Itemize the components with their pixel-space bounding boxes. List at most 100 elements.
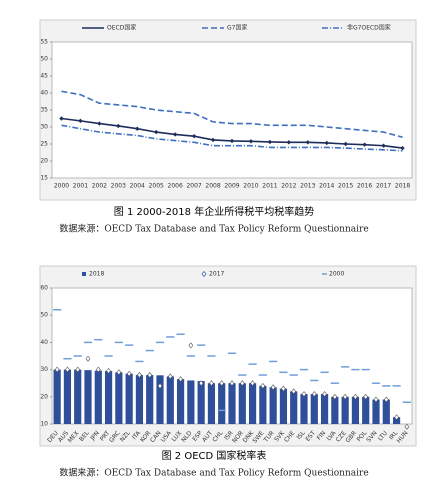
marker-2017 xyxy=(332,393,338,400)
bar xyxy=(269,387,277,424)
y-tick-label: 55 xyxy=(40,39,48,46)
bar xyxy=(290,391,298,424)
bar xyxy=(84,370,92,424)
bar xyxy=(372,399,380,424)
x-tick-label: 2006 xyxy=(168,183,183,190)
y-tick-label: 35 xyxy=(40,107,48,114)
bar xyxy=(53,369,61,424)
y-tick-label: 30 xyxy=(40,124,48,131)
marker-2017 xyxy=(270,384,276,391)
marker-2017 xyxy=(137,372,142,379)
marker-2017 xyxy=(54,366,60,373)
x-tick-label: 2001 xyxy=(73,183,88,190)
marker-2017 xyxy=(188,342,194,349)
y-tick-label: 50 xyxy=(40,56,48,63)
legend-swatch xyxy=(201,270,207,278)
marker-2017 xyxy=(106,367,111,374)
bar xyxy=(146,375,154,424)
point xyxy=(97,121,102,126)
marker-2017 xyxy=(342,393,348,400)
source-note: 数据来源：OECD Tax Database and Tax Policy Re… xyxy=(59,467,368,479)
marker-2017 xyxy=(65,366,70,373)
x-tick-label: 2011 xyxy=(262,183,277,190)
bar xyxy=(156,375,164,424)
marker-2017 xyxy=(198,380,204,387)
point xyxy=(191,133,197,139)
x-tick-label: 2015 xyxy=(338,183,353,190)
marker-2017 xyxy=(383,396,389,403)
bar xyxy=(228,383,236,424)
legend-swatch xyxy=(82,272,86,276)
bar xyxy=(259,385,267,424)
x-tick-label: 2013 xyxy=(300,183,315,190)
x-tick-label: FIN xyxy=(316,430,328,442)
point xyxy=(116,123,121,129)
bar xyxy=(166,376,174,424)
x-tick-label: 2005 xyxy=(149,183,164,190)
y-tick-label: 25 xyxy=(40,141,48,148)
y-tick-label: 60 xyxy=(40,285,48,292)
bar xyxy=(362,396,370,424)
chart-title: 图 1 2000-2018 年企业所得税平均税率趋势 xyxy=(114,205,314,218)
x-tick-label: 2003 xyxy=(111,183,126,190)
x-tick-label: IRL xyxy=(388,429,400,441)
marker-2017 xyxy=(239,380,245,387)
bar xyxy=(218,383,226,424)
bar xyxy=(341,396,349,424)
marker-2017 xyxy=(404,423,410,430)
legend-label: 2000 xyxy=(329,271,344,278)
marker-2017 xyxy=(394,414,399,421)
x-tick-label: 2017 xyxy=(376,183,391,190)
chart-title: 图 2 OECD 国家税率表 xyxy=(162,449,267,462)
y-tick-label: 45 xyxy=(40,73,48,80)
y-tick-label: 20 xyxy=(40,393,48,400)
bar xyxy=(392,417,401,424)
point xyxy=(343,141,348,147)
x-tick-label: 2008 xyxy=(205,183,220,190)
point xyxy=(135,126,140,131)
bar xyxy=(300,394,308,424)
marker-2017 xyxy=(250,380,255,387)
marker-2017 xyxy=(75,366,81,373)
bar xyxy=(63,369,72,424)
x-tick-label: 2009 xyxy=(224,183,239,190)
bar xyxy=(115,372,123,424)
point xyxy=(59,116,64,121)
y-tick-label: 30 xyxy=(40,366,48,373)
x-tick-label: 2004 xyxy=(130,183,145,190)
plot-area xyxy=(51,41,413,179)
marker-2017 xyxy=(219,380,225,387)
point xyxy=(305,140,310,145)
x-tick-label: 2014 xyxy=(319,183,334,190)
bar xyxy=(94,370,102,424)
bar xyxy=(310,394,318,424)
point xyxy=(286,140,292,145)
legend-label: G7国家 xyxy=(227,24,247,32)
marker-2017 xyxy=(85,355,91,362)
marker-2017 xyxy=(373,396,379,403)
bar xyxy=(351,396,360,424)
point xyxy=(267,139,273,145)
x-tick-label: 2000 xyxy=(54,183,69,190)
bar xyxy=(197,381,205,424)
marker-2017 xyxy=(157,382,163,389)
point xyxy=(229,138,235,144)
bar xyxy=(125,373,133,424)
marker-2017 xyxy=(167,373,173,380)
marker-2017 xyxy=(322,391,327,398)
y-tick-label: 10 xyxy=(40,421,48,428)
source-note: 数据来源：OECD Tax Database and Tax Policy Re… xyxy=(59,223,368,235)
marker-2017 xyxy=(178,376,183,383)
bar xyxy=(74,369,82,424)
marker-2017 xyxy=(353,393,358,400)
legend-label: 非G7OECD国家 xyxy=(347,24,391,32)
bar xyxy=(135,375,144,424)
x-tick-label: 2016 xyxy=(357,183,372,190)
marker-2017 xyxy=(301,391,307,398)
bar xyxy=(320,394,329,424)
x-tick-label: 2002 xyxy=(92,183,107,190)
bar xyxy=(176,379,185,424)
point xyxy=(381,143,386,148)
marker-2017 xyxy=(95,366,101,373)
